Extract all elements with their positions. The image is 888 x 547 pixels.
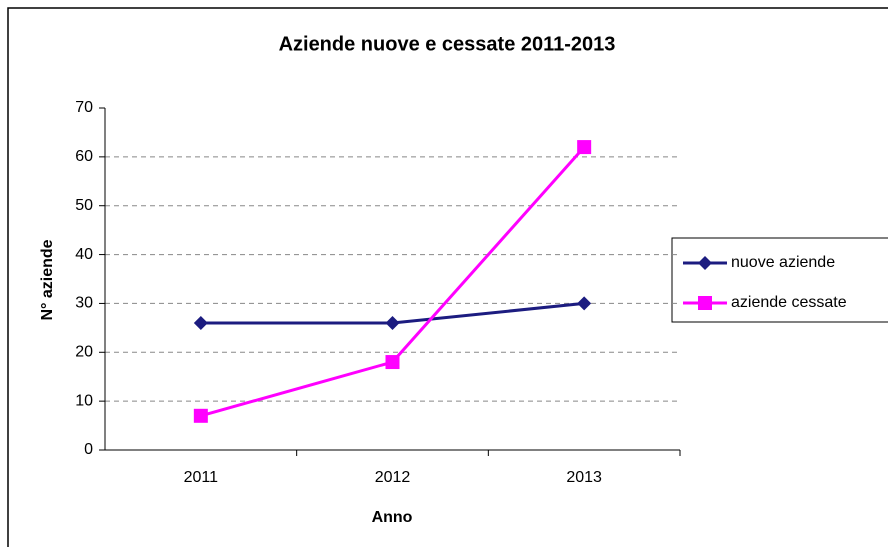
data-point [385,355,400,370]
x-tick-label: 2013 [566,469,602,486]
y-tick-label: 30 [75,295,93,312]
x-axis-title: Anno [372,509,413,526]
data-point [385,315,400,330]
y-tick-label: 40 [75,246,93,263]
data-point [193,408,208,423]
data-point [193,315,208,330]
x-tick-label: 2012 [375,469,411,486]
y-tick-label: 70 [75,99,93,116]
y-tick-label: 0 [84,441,93,458]
legend-marker [698,256,712,270]
y-tick-label: 50 [75,197,93,214]
legend-marker [698,296,712,310]
legend-label: nuove aziende [731,254,835,271]
y-tick-label: 60 [75,148,93,165]
data-point [577,140,592,155]
legend-label: aziende cessate [731,294,847,311]
chart-title: Aziende nuove e cessate 2011-2013 [279,33,616,55]
y-tick-label: 20 [75,344,93,361]
y-tick-label: 10 [75,392,93,409]
data-point [577,296,592,311]
x-tick-label: 2011 [184,469,219,486]
y-axis-title: N° aziende [39,239,56,320]
